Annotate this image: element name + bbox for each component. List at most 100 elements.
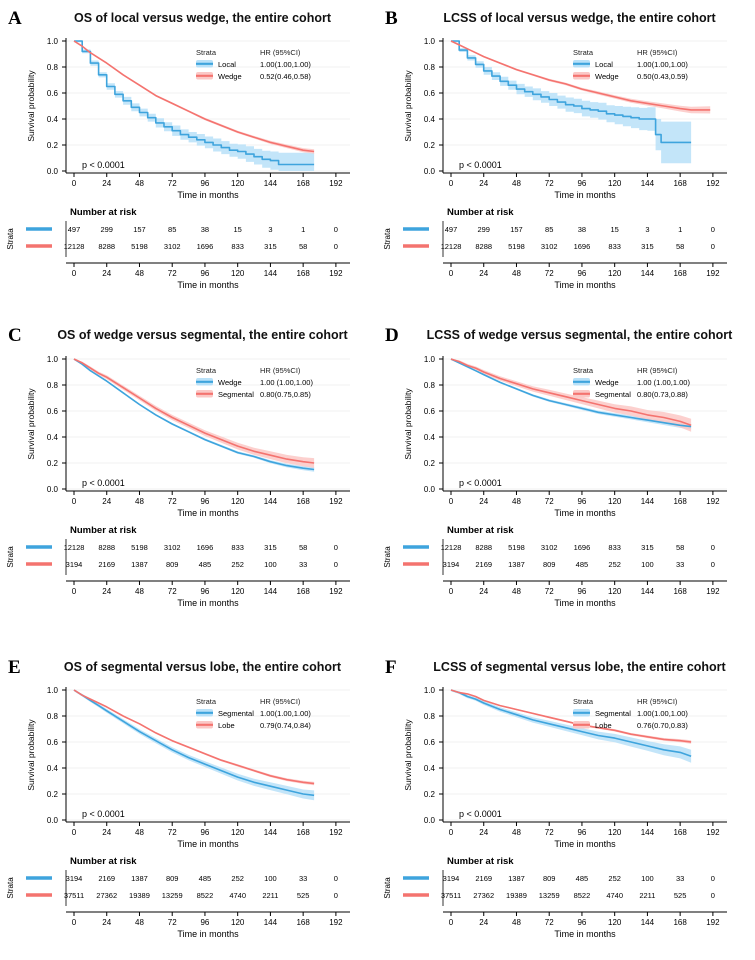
svg-text:13259: 13259 — [162, 891, 183, 900]
svg-text:0.50(0.43,0.59): 0.50(0.43,0.59) — [637, 72, 688, 81]
svg-text:0: 0 — [711, 242, 715, 251]
svg-text:3194: 3194 — [66, 560, 83, 569]
svg-text:48: 48 — [135, 497, 144, 506]
svg-text:38: 38 — [578, 225, 586, 234]
svg-text:0.4: 0.4 — [424, 115, 436, 124]
svg-text:2169: 2169 — [475, 874, 492, 883]
svg-text:809: 809 — [166, 560, 179, 569]
km-chart-f: 1.0 0.8 0.6 0.4 0.2 0.0 0 0 24 24 48 48 72 72 96 96 120 1… — [383, 686, 727, 939]
svg-text:0.2: 0.2 — [424, 141, 436, 150]
svg-text:157: 157 — [510, 225, 523, 234]
svg-text:168: 168 — [296, 497, 310, 506]
svg-text:48: 48 — [135, 269, 144, 278]
segmental-survival-curve — [73, 358, 315, 464]
svg-text:0.2: 0.2 — [424, 790, 436, 799]
panel-title-a: OS of local versus wedge, the entire coh… — [73, 11, 331, 25]
svg-text:833: 833 — [231, 242, 244, 251]
svg-text:144: 144 — [641, 179, 655, 188]
local-survival-curve — [74, 40, 315, 166]
svg-text:1.0: 1.0 — [47, 686, 59, 695]
svg-text:72: 72 — [168, 179, 177, 188]
svg-text:48: 48 — [512, 269, 521, 278]
axis-labels: 1.0 0.8 0.6 0.4 0.2 0.0 0 0 24 24 48 48 72 72 96 96 120 1… — [6, 355, 343, 608]
svg-text:192: 192 — [329, 269, 343, 278]
axis-labels: 1.0 0.8 0.6 0.4 0.2 0.0 0 0 24 24 48 48 72 72 96 96 120 1… — [6, 37, 343, 290]
svg-text:Time in months: Time in months — [177, 280, 239, 290]
svg-text:48: 48 — [135, 828, 144, 837]
risk-row-local: 497 299 157 85 38 15 3 1 0 — [26, 225, 338, 234]
svg-text:Local: Local — [595, 60, 613, 69]
legend: Strata HR (95%CI) Wedge 1.00 (1.00,1.00) Seg… — [196, 366, 313, 399]
svg-text:192: 192 — [329, 587, 343, 596]
svg-text:0.76(0.70,0.83): 0.76(0.70,0.83) — [637, 721, 688, 730]
svg-text:2211: 2211 — [262, 891, 278, 900]
svg-text:100: 100 — [264, 560, 277, 569]
svg-text:Time in months: Time in months — [177, 929, 239, 939]
svg-text:144: 144 — [641, 497, 655, 506]
svg-text:809: 809 — [166, 874, 179, 883]
pvalue-annotation: p < 0.0001 — [459, 160, 502, 170]
svg-text:0.6: 0.6 — [47, 89, 59, 98]
svg-text:192: 192 — [706, 179, 720, 188]
svg-text:192: 192 — [329, 918, 343, 927]
risk-row-wedge: 12128 8288 5198 3102 1696 833 315 58 0 — [26, 543, 338, 552]
risk-row-segmental: 3194 2169 1387 809 485 252 100 33 0 — [26, 874, 338, 883]
svg-text:p < 0.0001: p < 0.0001 — [459, 809, 502, 819]
panel-label-e: E — [8, 656, 21, 678]
svg-text:0.0: 0.0 — [47, 816, 59, 825]
svg-text:168: 168 — [673, 587, 687, 596]
svg-text:0: 0 — [334, 560, 338, 569]
svg-text:0: 0 — [711, 560, 715, 569]
svg-text:497: 497 — [445, 225, 458, 234]
svg-text:96: 96 — [577, 918, 586, 927]
svg-text:1.00 (1.00,1.00): 1.00 (1.00,1.00) — [260, 378, 313, 387]
segmental-ci-band — [74, 358, 315, 468]
svg-text:5198: 5198 — [131, 242, 148, 251]
legend: Strata HR (95%CI) Local 1.00(1.00,1.00) Wedg… — [196, 48, 311, 81]
svg-text:Segmental: Segmental — [595, 390, 631, 399]
svg-text:0: 0 — [449, 497, 454, 506]
panel-label-f: F — [385, 656, 397, 678]
svg-text:0: 0 — [449, 587, 454, 596]
axis-labels: 1.0 0.8 0.6 0.4 0.2 0.0 0 0 24 24 48 48 72 72 96 96 120 1… — [383, 686, 720, 939]
svg-text:Strata: Strata — [196, 48, 217, 57]
svg-text:525: 525 — [674, 891, 687, 900]
panel-label-d: D — [385, 325, 399, 347]
svg-text:144: 144 — [641, 828, 655, 837]
km-chart-e: 1.0 0.8 0.6 0.4 0.2 0.0 0 0 24 24 48 48 72 72 96 96 120 1… — [6, 686, 350, 939]
svg-text:96: 96 — [577, 179, 586, 188]
svg-text:0: 0 — [449, 269, 454, 278]
svg-text:2169: 2169 — [475, 560, 492, 569]
svg-text:0: 0 — [72, 587, 77, 596]
svg-text:5198: 5198 — [508, 242, 525, 251]
svg-text:Strata: Strata — [196, 697, 217, 706]
svg-text:0: 0 — [334, 874, 338, 883]
axes — [62, 355, 350, 585]
svg-text:24: 24 — [102, 497, 111, 506]
svg-text:24: 24 — [479, 587, 488, 596]
legend: Strata HR (95%CI) Local 1.00(1.00,1.00) Wedg… — [573, 48, 688, 81]
km-chart-d: 1.0 0.8 0.6 0.4 0.2 0.0 0 0 24 24 48 48 72 72 96 96 120 1… — [383, 355, 727, 608]
svg-text:Wedge: Wedge — [595, 378, 619, 387]
svg-text:0.6: 0.6 — [424, 89, 436, 98]
risk-row-segmental: 3194 2169 1387 809 485 252 100 33 0 — [403, 874, 715, 883]
svg-text:0: 0 — [72, 179, 77, 188]
svg-text:120: 120 — [231, 497, 245, 506]
risk-row-wedge: 12128 8288 5198 3102 1696 833 315 58 0 — [403, 543, 715, 552]
svg-text:120: 120 — [231, 828, 245, 837]
svg-text:497: 497 — [68, 225, 81, 234]
svg-text:Strata: Strata — [383, 546, 392, 568]
svg-text:2169: 2169 — [98, 874, 115, 883]
svg-text:1387: 1387 — [508, 874, 525, 883]
svg-text:1.0: 1.0 — [424, 355, 436, 364]
svg-text:0.4: 0.4 — [424, 433, 436, 442]
svg-text:3: 3 — [268, 225, 272, 234]
svg-text:485: 485 — [199, 874, 212, 883]
risk-row-wedge: 12128 8288 5198 3102 1696 833 315 58 0 — [26, 242, 338, 251]
svg-text:48: 48 — [512, 918, 521, 927]
svg-text:299: 299 — [100, 225, 113, 234]
svg-text:1387: 1387 — [131, 874, 148, 883]
svg-text:48: 48 — [135, 179, 144, 188]
svg-text:Strata: Strata — [573, 48, 594, 57]
km-chart-a: 1.0 0.8 0.6 0.4 0.2 0.0 0 0 24 24 48 48 72 72 96 96 120 1… — [6, 37, 350, 290]
